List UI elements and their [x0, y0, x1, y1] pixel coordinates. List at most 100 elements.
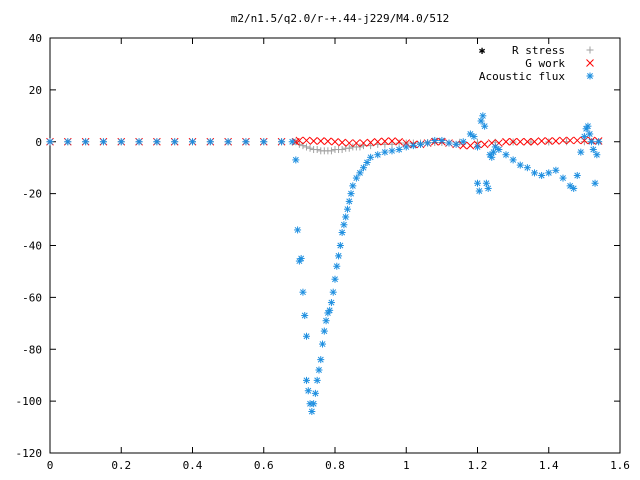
data-point — [82, 138, 90, 146]
data-point — [340, 221, 348, 229]
data-point — [531, 169, 538, 177]
data-point — [317, 356, 325, 364]
data-point — [303, 376, 310, 384]
data-point — [367, 153, 375, 161]
data-point — [589, 146, 597, 154]
data-point — [349, 182, 357, 190]
data-point — [580, 133, 588, 141]
data-point — [502, 137, 510, 146]
y-tick-label: -60 — [22, 291, 42, 304]
plot-frame — [49, 37, 621, 454]
data-point — [320, 327, 328, 335]
data-marks — [46, 112, 603, 415]
data-point — [260, 138, 268, 146]
data-point — [586, 130, 594, 138]
y-tick-label: 20 — [29, 84, 42, 97]
data-point — [573, 136, 582, 145]
data-point — [345, 197, 353, 205]
data-point — [466, 130, 474, 138]
data-point — [356, 143, 364, 151]
data-point — [431, 136, 439, 144]
data-point — [474, 143, 481, 151]
data-point — [347, 190, 355, 198]
data-point — [373, 137, 382, 146]
data-point — [445, 139, 453, 147]
data-point — [338, 146, 346, 154]
data-point — [381, 148, 389, 156]
data-point — [523, 137, 532, 146]
y-tick-label: -20 — [22, 188, 42, 201]
data-point — [294, 226, 302, 234]
data-point — [295, 136, 304, 145]
data-point — [189, 138, 196, 146]
data-point — [326, 306, 334, 314]
data-point — [538, 171, 546, 179]
data-point — [322, 317, 330, 325]
data-point — [484, 184, 492, 192]
data-point — [474, 179, 481, 187]
data-point — [288, 138, 296, 146]
data-point — [466, 141, 475, 150]
y-tick-label: -40 — [22, 240, 42, 253]
data-point — [304, 387, 312, 395]
data-point — [438, 136, 446, 144]
data-point — [299, 288, 307, 296]
data-point — [206, 138, 214, 146]
data-point — [315, 366, 323, 374]
data-point — [309, 137, 318, 145]
data-point — [99, 138, 107, 146]
data-point — [470, 133, 478, 141]
x-tick-label: 1.2 — [468, 459, 488, 472]
data-point — [345, 144, 353, 152]
data-point — [303, 332, 310, 340]
data-point — [595, 138, 603, 146]
data-point — [559, 136, 567, 145]
data-point — [537, 137, 546, 145]
data-point — [488, 153, 496, 161]
data-point — [363, 159, 371, 166]
data-point — [319, 340, 327, 348]
data-point — [359, 139, 368, 147]
data-point — [224, 138, 232, 146]
data-point — [527, 138, 535, 146]
data-point — [310, 400, 318, 408]
data-point — [459, 141, 468, 150]
data-point — [311, 389, 319, 397]
data-point — [297, 254, 305, 262]
data-point — [459, 138, 467, 146]
legend-marker — [586, 46, 594, 54]
x-tick-label: 0.8 — [325, 459, 345, 472]
data-point — [381, 137, 389, 146]
data-point — [584, 122, 592, 130]
data-point — [580, 136, 589, 145]
data-point — [516, 137, 525, 146]
legend-label: G work — [525, 57, 565, 70]
data-point — [333, 262, 341, 270]
data-point — [591, 179, 599, 187]
data-point — [324, 137, 332, 146]
data-point — [516, 161, 524, 169]
data-point — [509, 137, 517, 146]
x-tick-label: 0 — [47, 459, 54, 472]
data-point — [482, 179, 490, 187]
data-point — [388, 137, 396, 145]
data-point — [335, 252, 343, 260]
chart-title: m2/n1.5/q2.0/r-+.44-j229/M4.0/512 — [231, 12, 450, 25]
y-tick-label: -80 — [22, 343, 42, 356]
data-point — [329, 288, 337, 296]
data-point — [424, 139, 432, 147]
x-tick-label: 0.4 — [183, 459, 203, 472]
data-point — [352, 174, 360, 182]
data-point — [588, 138, 595, 146]
data-point — [402, 143, 410, 151]
x-tick-label: 0.2 — [111, 459, 131, 472]
data-point — [395, 146, 403, 154]
data-point — [374, 151, 382, 159]
data-point — [301, 312, 309, 320]
data-point — [360, 164, 367, 172]
data-point — [395, 137, 403, 146]
data-point — [292, 156, 300, 164]
data-point — [295, 140, 303, 148]
